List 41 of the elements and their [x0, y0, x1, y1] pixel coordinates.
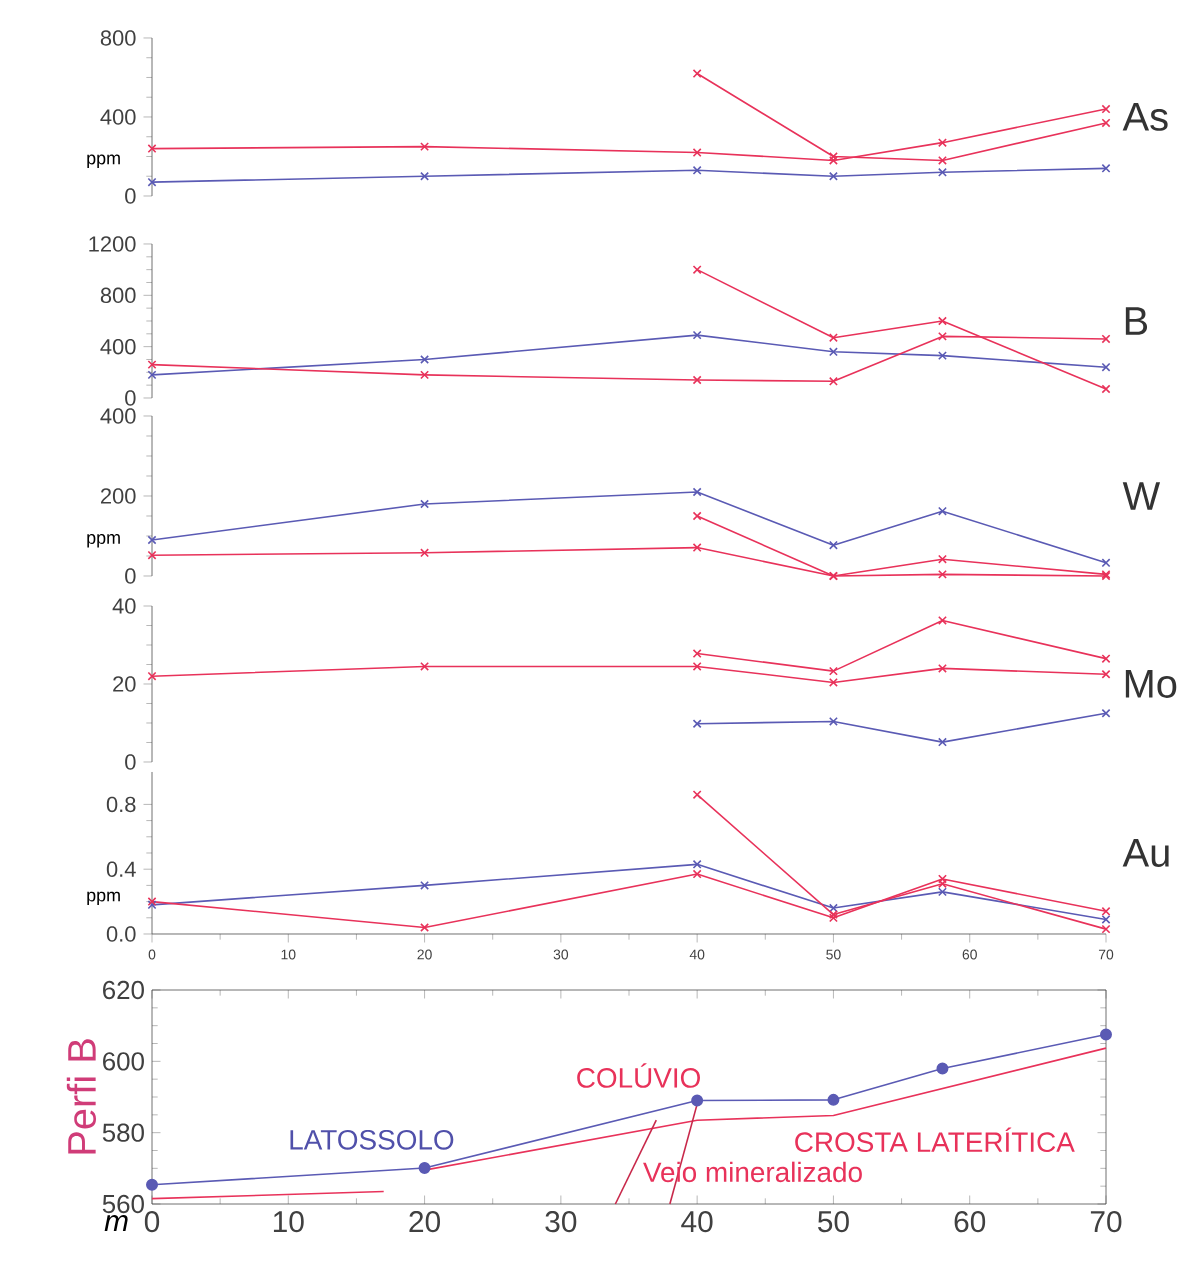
y-tick-label: 800 — [100, 30, 136, 46]
x-tick-label: 20 — [409, 1211, 441, 1233]
x-tick-label: 0 — [144, 1211, 160, 1233]
x-tick-label: 40 — [681, 1211, 713, 1233]
text: W — [1122, 482, 1161, 510]
y-tick-label: 0.0 — [106, 926, 136, 942]
y-tick-label: 800 — [100, 287, 136, 304]
x-tick-label: 10 — [273, 1211, 304, 1233]
y-axis-title: ppm — [87, 534, 120, 548]
text: B — [1125, 307, 1148, 335]
y-tick-label: 0.4 — [106, 861, 136, 877]
annotation: COLÚVIO — [577, 1063, 700, 1088]
y-tick-label: 0 — [125, 568, 136, 584]
y-tick-label: 40 — [112, 598, 136, 614]
y-tick-label: 400 — [100, 408, 136, 424]
y-tick-label: 200 — [100, 488, 136, 504]
x-tick-label: 50 — [817, 1211, 849, 1233]
x-axis-title: m — [104, 1215, 128, 1232]
y-axis-title: ppm — [87, 891, 120, 906]
y-axis-title: Perfi B — [66, 1039, 97, 1154]
y-tick-label: 400 — [100, 338, 136, 355]
y-tick-label: 20 — [113, 676, 136, 692]
annotation: CROSTA LATERÍTICA — [795, 1127, 1075, 1153]
y-tick-label: 1200 — [89, 236, 136, 252]
x-tick-label: 30 — [545, 1211, 577, 1233]
y-tick-label: 0 — [125, 390, 136, 406]
y-axis-title: ppm — [87, 154, 120, 168]
y-tick-label: 580 — [102, 1123, 144, 1142]
y-tick-label: 600 — [103, 1052, 144, 1071]
annotation: LATOSSOLO — [290, 1129, 454, 1150]
text: Mo — [1125, 670, 1177, 698]
y-tick-label: 0.8 — [106, 796, 136, 813]
y-tick-label: 560 — [102, 1194, 144, 1214]
text: Au — [1122, 839, 1169, 867]
x-tick-label: 60 — [954, 1211, 986, 1233]
y-tick-label: 0 — [125, 188, 136, 204]
x-tick-label: 70 — [1090, 1211, 1122, 1233]
y-tick-label: 0 — [125, 754, 136, 770]
y-tick-label: 620 — [103, 980, 144, 1000]
y-tick-label: 400 — [100, 109, 136, 125]
text: As — [1122, 103, 1168, 131]
